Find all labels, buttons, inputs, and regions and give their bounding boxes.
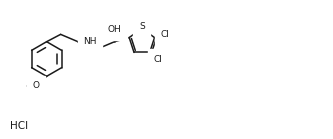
Text: OH: OH bbox=[108, 25, 122, 34]
Text: Cl: Cl bbox=[161, 30, 169, 39]
Text: S: S bbox=[139, 22, 145, 31]
Text: HCl: HCl bbox=[10, 121, 28, 131]
Text: O: O bbox=[33, 81, 40, 90]
Text: Cl: Cl bbox=[154, 55, 163, 64]
Text: NH: NH bbox=[83, 37, 97, 46]
